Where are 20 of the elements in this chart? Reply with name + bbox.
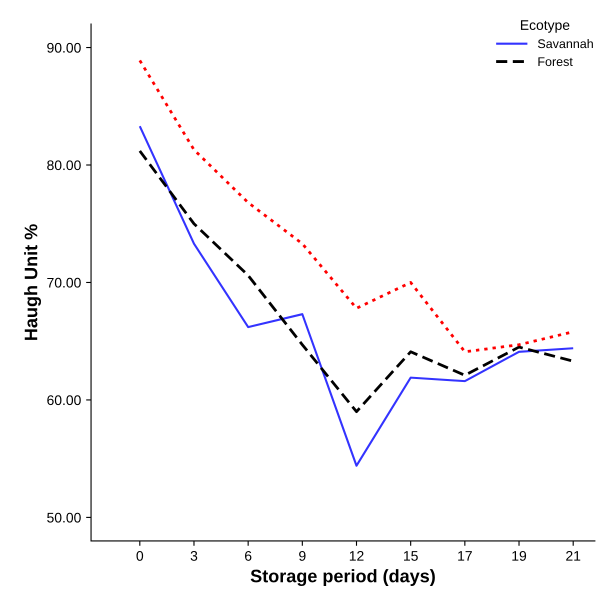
x-tick-label: 9 — [299, 550, 306, 561]
x-tick-label: 17 — [458, 551, 472, 561]
y-tick-label: 60.00 — [47, 395, 81, 406]
y-axis-title: Haugh Unit % — [24, 224, 42, 340]
x-tick-label: 15 — [404, 551, 418, 561]
y-tick-label: 90.00 — [47, 42, 81, 53]
x-axis-title: Storage period (days) — [250, 569, 435, 586]
x-tick-label: 12 — [350, 550, 364, 561]
legend-label: Savannah — [538, 38, 593, 48]
y-tick-label: 50.00 — [47, 512, 81, 523]
x-tick-label: 0 — [136, 550, 144, 561]
x-tick-label: 19 — [512, 550, 526, 561]
y-tick-label: 80.00 — [47, 160, 81, 170]
x-tick-label: 6 — [244, 550, 252, 561]
y-tick-label: 70.00 — [47, 278, 81, 288]
legend-label: Forest — [538, 57, 573, 66]
legend-title: Ecotype — [520, 20, 570, 33]
x-tick-label: 21 — [566, 550, 580, 561]
x-tick-label: 3 — [190, 550, 198, 561]
line-series — [138, 125, 574, 467]
